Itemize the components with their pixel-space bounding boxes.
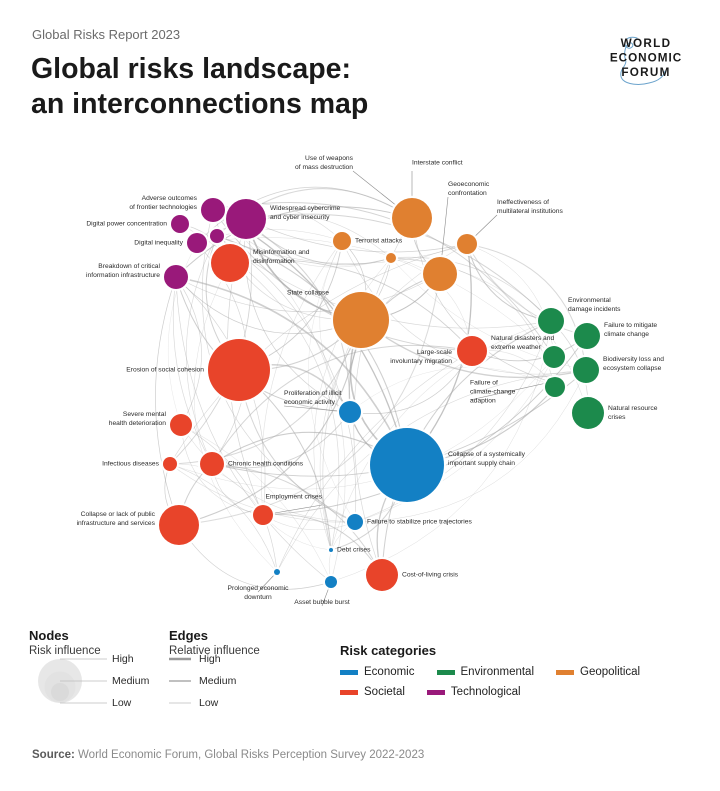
svg-text:Medium: Medium <box>112 675 150 687</box>
svg-text:Medium: Medium <box>199 675 237 687</box>
svg-text:Low: Low <box>112 697 132 709</box>
svg-text:High: High <box>199 653 221 665</box>
svg-text:Low: Low <box>199 697 219 709</box>
svg-text:High: High <box>112 653 134 665</box>
